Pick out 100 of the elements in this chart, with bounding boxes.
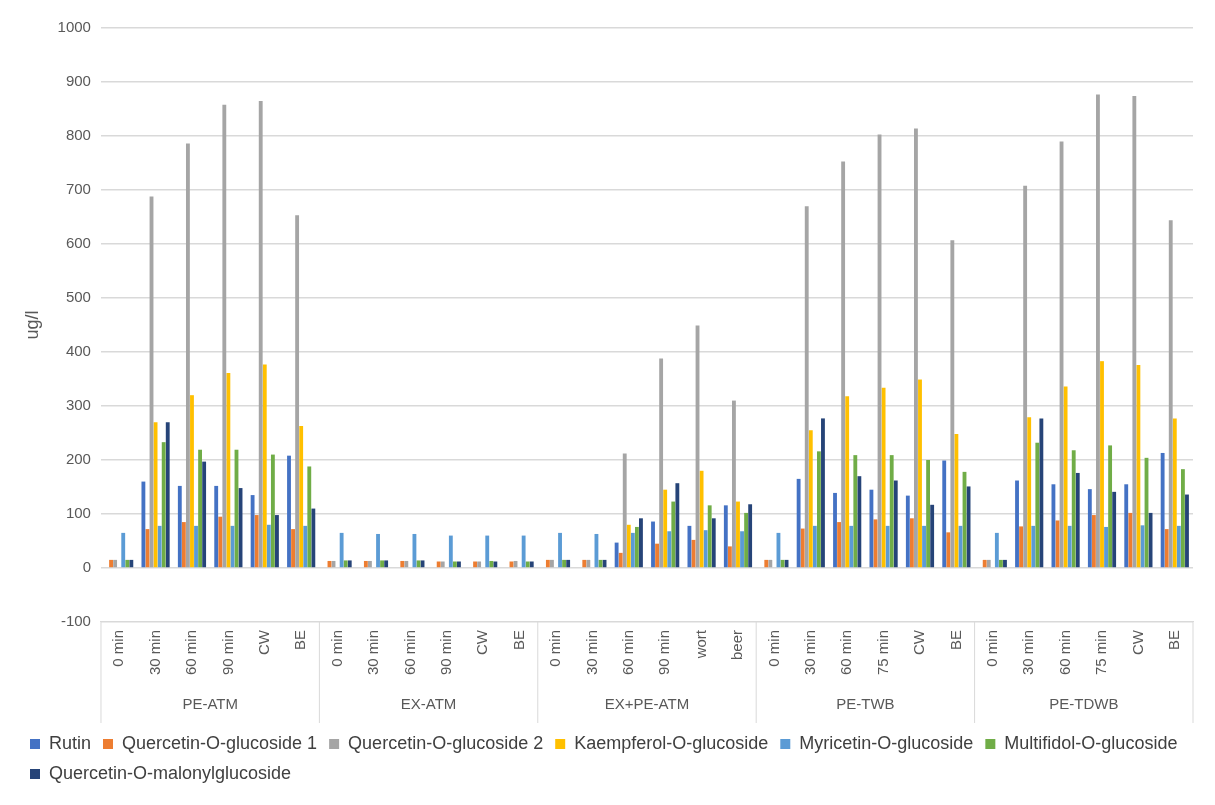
- bar: [914, 128, 918, 568]
- bar: [566, 559, 571, 568]
- bar: [157, 525, 162, 568]
- bar: [194, 525, 198, 568]
- legend-label: Rutin: [49, 732, 92, 753]
- bar: [1172, 418, 1177, 568]
- bar: [339, 532, 344, 568]
- bar: [457, 561, 461, 568]
- x-tick-label: 0 min: [327, 629, 345, 667]
- y-tick-label: 700: [65, 180, 91, 198]
- bar: [950, 240, 955, 568]
- x-tick-label: 0 min: [982, 629, 1000, 667]
- x-tick-label: 60 min: [618, 629, 636, 676]
- x-tick-label: BE: [946, 629, 964, 650]
- bar: [113, 559, 118, 568]
- bar: [659, 358, 664, 568]
- bar: [1003, 559, 1007, 568]
- bar: [190, 395, 194, 568]
- bar: [893, 480, 898, 568]
- bar: [477, 561, 482, 568]
- bar: [287, 455, 291, 568]
- y-tick-label: -100: [60, 612, 91, 630]
- bar: [291, 529, 295, 568]
- bar: [723, 505, 728, 568]
- bar: [667, 531, 672, 568]
- y-tick-label: 0: [82, 558, 91, 576]
- bar: [1087, 489, 1092, 568]
- x-tick-label: 75 min: [1092, 629, 1110, 676]
- y-tick-label: 800: [65, 126, 91, 144]
- bar: [109, 559, 113, 568]
- bar: [954, 434, 959, 568]
- bar: [808, 430, 813, 568]
- bar: [881, 387, 886, 568]
- bar: [161, 442, 166, 568]
- bar: [639, 518, 643, 568]
- bar: [1096, 94, 1100, 568]
- bar: [1185, 494, 1189, 568]
- bar: [1104, 526, 1108, 568]
- bar: [1023, 185, 1028, 568]
- bar: [266, 524, 271, 568]
- y-tick-label: 100: [65, 504, 91, 522]
- bar: [275, 515, 279, 568]
- bar: [982, 559, 987, 568]
- bar: [181, 522, 186, 568]
- bar: [727, 546, 732, 568]
- text: PE-TWB: [836, 695, 895, 713]
- bar: [473, 561, 477, 568]
- bar: [986, 559, 991, 568]
- y-tick-label: 900: [65, 72, 91, 90]
- bar: [347, 560, 352, 568]
- bar: [849, 525, 854, 568]
- y-tick-label: 1000: [57, 18, 91, 36]
- bar: [1108, 445, 1113, 568]
- bar: [675, 483, 680, 568]
- y-tick-label: 500: [65, 288, 91, 306]
- bar: [525, 561, 530, 568]
- bar: [125, 559, 130, 568]
- x-tick-label: 75 min: [873, 629, 891, 676]
- bar: [889, 455, 894, 568]
- x-tick-label: CW: [254, 629, 272, 655]
- bar: [367, 560, 372, 568]
- x-tick-label: 30 min: [800, 629, 818, 676]
- bar: [699, 470, 704, 568]
- y-tick-label: 200: [65, 450, 91, 468]
- bar: [558, 532, 562, 568]
- bar: [586, 559, 591, 568]
- text: PE-ATM: [182, 695, 238, 713]
- x-tick-label: CW: [1128, 629, 1146, 655]
- bar: [804, 206, 809, 568]
- legend-label: Quercetin-O-malonylglucoside: [49, 762, 292, 783]
- legend-label: Quercetin-O-glucoside 1: [122, 732, 318, 753]
- bar: [436, 561, 441, 568]
- y-axis-title: ug/l: [21, 310, 42, 340]
- x-tick-label: 60 min: [400, 629, 418, 676]
- bar: [1164, 529, 1169, 568]
- x-tick-label: 30 min: [582, 629, 600, 676]
- bar: [630, 532, 635, 568]
- bar: [254, 515, 259, 568]
- bar: [1128, 512, 1133, 568]
- bar: [121, 532, 126, 568]
- x-tick-label: 90 min: [218, 629, 236, 676]
- bar: [521, 535, 526, 568]
- bar: [926, 459, 931, 568]
- bar: [129, 559, 134, 568]
- x-tick-label: 30 min: [364, 629, 382, 676]
- text: EX+PE-ATM: [604, 695, 690, 713]
- bar: [562, 559, 567, 568]
- bar: [1100, 361, 1104, 568]
- x-tick-label: 60 min: [182, 629, 200, 676]
- bar: [1176, 525, 1181, 568]
- x-tick-label: CW: [473, 629, 491, 655]
- bar: [837, 522, 842, 568]
- bar: [165, 422, 170, 568]
- bar: [258, 100, 263, 568]
- bar: [655, 543, 659, 568]
- bar: [768, 559, 773, 568]
- y-tick-label: 300: [65, 396, 91, 414]
- bar: [1063, 386, 1068, 568]
- bar: [812, 525, 817, 568]
- x-tick-label: 30 min: [1019, 629, 1037, 676]
